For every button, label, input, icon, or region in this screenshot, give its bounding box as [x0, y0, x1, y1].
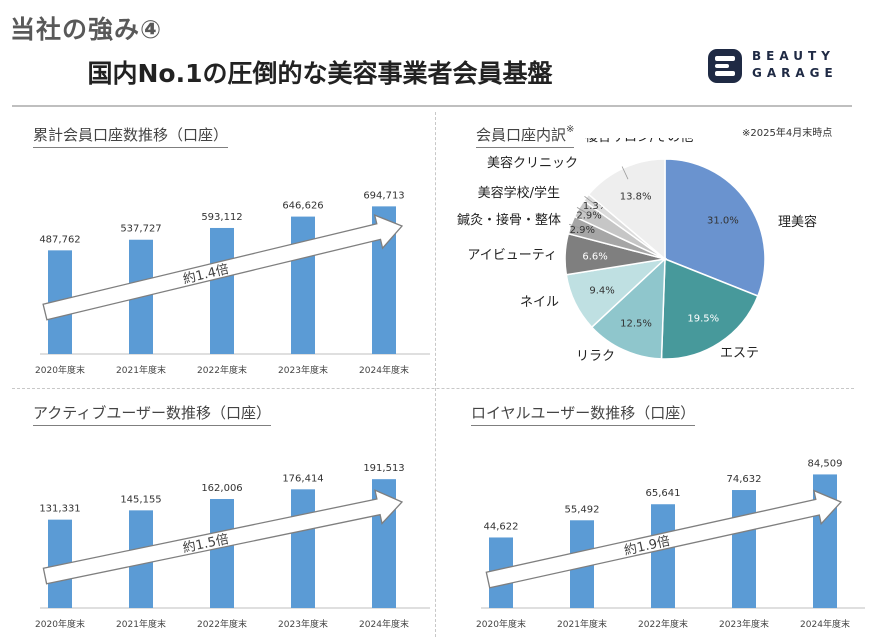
bar	[291, 489, 315, 608]
x-tick-label: 2021年度末	[116, 618, 166, 630]
slice-percent-label: 6.6%	[582, 252, 607, 263]
cumulative-accounts-title: 累計会員口座数推移（口座）	[33, 124, 229, 148]
leader-line	[584, 195, 596, 206]
pie-slice	[664, 158, 766, 297]
breakdown-note: ※2025年4月末時点	[742, 128, 833, 139]
bar	[210, 499, 234, 608]
x-tick-label: 2021年度末	[116, 364, 166, 376]
data-label: 162,006	[201, 483, 242, 494]
slice-name-label: リラク	[576, 349, 615, 364]
loyal-users-title: ロイヤルユーザー数推移（口座）	[471, 402, 696, 426]
breakdown-title-text: 会員口座内訳	[476, 126, 567, 144]
title-divider	[12, 105, 852, 107]
slice-percent-label: 1.3%	[583, 201, 608, 212]
slice-percent-label: 2.9%	[576, 211, 601, 222]
x-tick-label: 2022年度末	[197, 618, 247, 630]
x-tick-label: 2020年度末	[476, 618, 526, 630]
growth-arrow	[42, 214, 404, 321]
slice-percent-label: 12.5%	[620, 319, 652, 330]
page-kicker: 当社の強み④	[10, 15, 163, 44]
data-label: 694,713	[363, 190, 404, 201]
panel-divider-vertical	[435, 112, 436, 637]
x-tick-label: 2023年度末	[278, 364, 328, 376]
slice-percent-label: 9.4%	[589, 286, 614, 297]
x-tick-label: 2024年度末	[800, 618, 850, 630]
data-label: 55,492	[565, 504, 600, 515]
slice-name-label: アイビューティ	[467, 248, 557, 263]
breakdown-title: 会員口座内訳※	[476, 124, 575, 148]
x-tick-label: 2022年度末	[638, 618, 688, 630]
slice-name-label: ネイル	[520, 295, 559, 310]
x-tick-label: 2023年度末	[278, 618, 328, 630]
data-label: 74,632	[727, 474, 762, 485]
pie-slice	[590, 257, 666, 360]
slice-name-label: 理美容	[778, 214, 817, 230]
bar	[291, 216, 315, 354]
x-tick-label: 2021年度末	[557, 618, 607, 630]
slice-name-label: 美容学校/学生	[478, 185, 560, 201]
data-label: 593,112	[201, 212, 242, 223]
cumulative-accounts-chart: 487,762 2020年度末 537,727 2021年度末 593,112 2022年…	[35, 190, 430, 376]
slice-name-label: 複合サロン/その他	[585, 138, 693, 145]
slice-name-label: 美容クリニック	[487, 155, 578, 171]
slice-name-label: 鍼灸・接骨・整体	[457, 212, 561, 228]
x-tick-label: 2024年度末	[359, 618, 409, 630]
slice-percent-label: 19.5%	[687, 314, 719, 325]
data-label: 646,626	[282, 201, 323, 212]
x-tick-label: 2022年度末	[197, 364, 247, 376]
breakdown-title-mark: ※	[566, 124, 575, 135]
slice-percent-label: 2.9%	[570, 225, 595, 236]
growth-arrow	[42, 489, 404, 585]
active-users-chart: 131,331 2020年度末 145,155 2021年度末 162,006 2022年…	[35, 463, 430, 630]
growth-arrow	[485, 489, 843, 589]
data-label: 487,762	[39, 234, 80, 245]
active-users-title: アクティブユーザー数推移（口座）	[33, 402, 272, 426]
data-label: 537,727	[120, 224, 161, 235]
breakdown-pie-chart: 31.0% 理美容 19.5% エステ 12.5% リラク 9.4% ネイル 6.6% アイビュー…	[457, 138, 817, 364]
leader-line	[568, 223, 583, 230]
data-label: 176,414	[282, 473, 323, 484]
brand-logo-line1: BEAUTY	[752, 49, 835, 63]
x-tick-label: 2020年度末	[35, 618, 85, 630]
bar	[732, 490, 756, 608]
brand-logo: BEAUTY GARAGE	[706, 46, 856, 86]
x-tick-label: 2020年度末	[35, 364, 85, 376]
leader-line	[621, 166, 629, 180]
brand-logo-icon	[708, 49, 742, 83]
data-label: 145,155	[120, 494, 161, 505]
slice-name-label: エステ	[720, 346, 759, 361]
x-tick-label: 2023年度末	[719, 618, 769, 630]
bar	[651, 504, 675, 608]
page-title: 国内No.1の圧倒的な美容事業者会員基盤	[87, 59, 553, 88]
bar	[210, 227, 234, 354]
data-label: 191,513	[363, 463, 404, 474]
x-tick-label: 2024年度末	[359, 364, 409, 376]
loyal-users-chart: 44,622 2020年度末 55,492 2021年度末 65,641 2022年度末 7…	[476, 458, 865, 630]
brand-logo-line2: GARAGE	[752, 66, 838, 80]
data-label: 84,509	[808, 458, 843, 469]
data-label: 131,331	[39, 504, 80, 515]
slice-percent-label: 31.0%	[707, 216, 739, 227]
data-label: 65,641	[646, 488, 681, 499]
pie-slice	[660, 257, 759, 360]
panel-divider-horizontal	[12, 388, 854, 389]
data-label: 44,622	[484, 521, 519, 532]
leader-line	[576, 207, 590, 215]
slice-percent-label: 13.8%	[620, 192, 652, 203]
